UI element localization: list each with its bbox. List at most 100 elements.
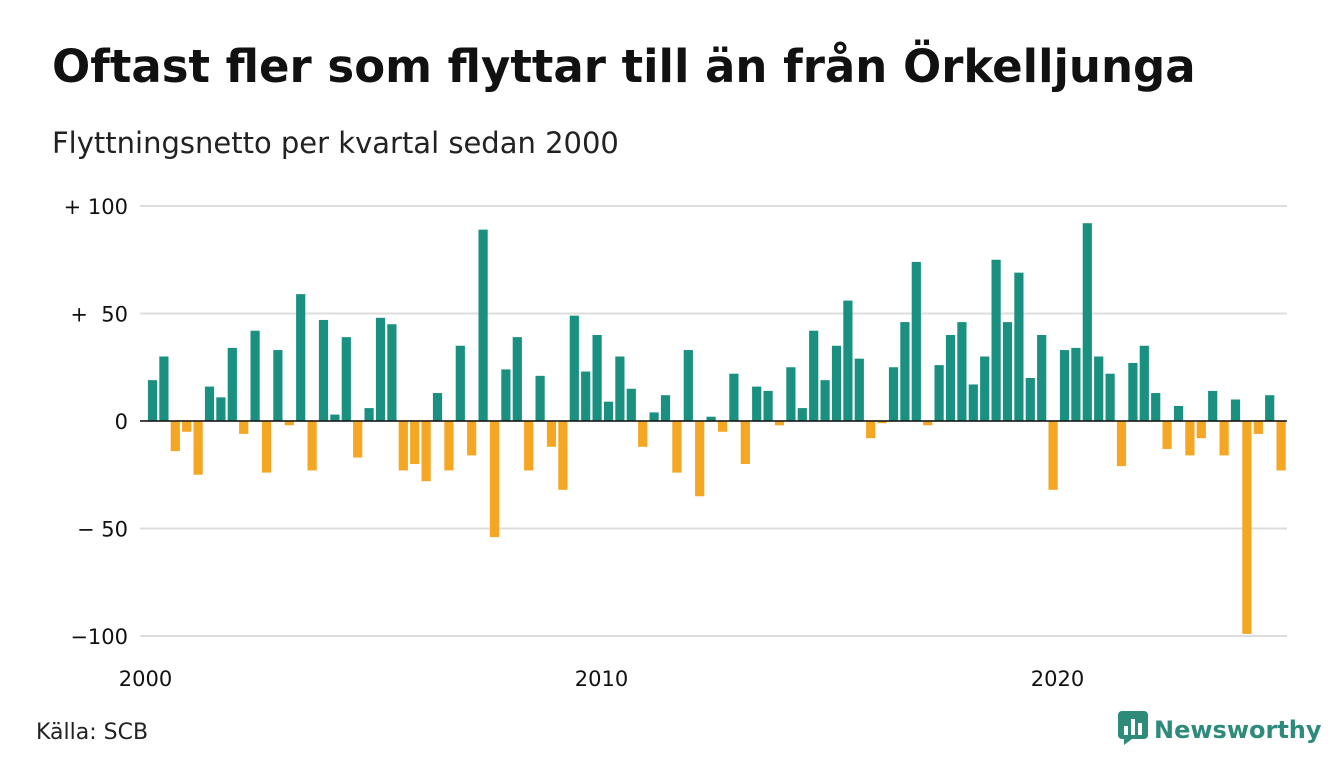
bar-2004-k3 [353,421,363,458]
bar-2024-k3 [1265,395,1275,421]
bar-2005-k4 [410,421,420,464]
bar-2016-k3 [900,322,910,421]
bar-2011-k1 [649,412,659,421]
bar-2021-k4 [1139,345,1149,421]
bar-2023-k1 [1196,421,1206,439]
bar-2000-k2 [159,356,169,421]
bar-2015-k3 [854,358,864,421]
bar-2001-k2 [204,386,215,421]
bar-2008-k3 [535,375,545,421]
y-tick-label: 0 [115,410,128,434]
bar-2004-k4 [364,408,374,421]
bar-2004-k2 [341,337,351,421]
bar-2005-k1 [375,317,386,421]
source-note: Källa: SCB [36,720,149,745]
bar-2007-k4 [501,369,511,421]
y-tick-label: + 50 [70,303,128,327]
bar-2000-k3 [170,421,180,452]
bar-2018-k2 [980,356,990,421]
bar-2007-k2 [478,229,488,421]
bar-2008-k1 [512,337,522,421]
bar-2018-k4 [1002,322,1013,421]
bar-2009-k4 [592,335,602,421]
bar-2014-k4 [820,380,830,421]
bar-2001-k4 [227,347,237,421]
bar-2016-k4 [911,261,921,421]
bar-2013-k4 [774,421,785,426]
bar-2007-k1 [467,421,477,456]
bar-2014-k2 [797,408,807,421]
y-tick-label: + 100 [64,195,128,219]
bar-2022-k2 [1162,421,1172,449]
bar-2017-k3 [945,335,956,421]
bar-2020-k1 [1059,350,1070,421]
bar-2002-k1 [239,421,249,434]
y-axis-tick-labels: + 100 + 50 0 − 50 −100 [64,195,128,649]
bar-2010-k3 [626,388,636,421]
bar-2013-k3 [763,390,773,421]
bar-2000-k1 [147,380,158,421]
bar-2010-k4 [638,421,648,447]
bar-2012-k2 [706,416,716,421]
chart-subtitle: Flyttningsnetto per kvartal sedan 2000 [52,126,619,160]
bar-2005-k2 [387,324,397,421]
y-tick-label: − 50 [77,518,128,542]
chart-title: Oftast fler som flyttar till än från Örk… [52,40,1196,93]
bar-2008-k4 [546,421,557,447]
bar-2018-k1 [968,384,978,421]
bar-2011-k3 [672,421,682,473]
bars [140,223,1287,634]
brand-logo[interactable]: Newsworthy [1118,711,1322,749]
bar-2010-k2 [615,356,625,421]
bar-2003-k2 [296,294,306,421]
bar-2010-k1 [603,401,614,421]
bar-2002-k3 [261,421,272,473]
bar-2001-k1 [193,421,203,475]
bar-2022-k1 [1151,393,1161,421]
bar-2022-k4 [1185,421,1195,456]
bar-2017-k1 [923,421,933,426]
bar-2006-k1 [421,421,431,482]
bar-2021-k2 [1116,421,1127,467]
bar-2006-k3 [444,421,454,471]
bar-2003-k3 [307,421,317,471]
bar-2020-k2 [1071,347,1081,421]
bar-2017-k2 [934,365,944,421]
bar-chart: + 100 + 50 0 − 50 −100 2000 2010 2020 [64,195,1287,691]
bar-2016-k1 [877,421,887,424]
bar-2020-k4 [1094,356,1104,421]
bar-2013-k2 [752,386,762,421]
bar-2012-k3 [717,421,728,432]
bar-2011-k2 [660,395,671,421]
x-tick-label: 2010 [575,667,628,691]
bar-2011-k4 [683,350,693,421]
bar-2014-k1 [786,367,796,421]
bar-2021-k3 [1128,362,1138,421]
bar-2012-k4 [729,373,739,421]
bar-2019-k3 [1037,335,1047,421]
bar-2023-k2 [1208,390,1218,421]
x-tick-label: 2020 [1031,667,1084,691]
bar-chart-bubble-icon [1118,711,1148,749]
bar-2001-k3 [216,397,226,421]
bar-2002-k2 [250,330,260,421]
bar-2013-k1 [740,421,750,464]
bar-2006-k4 [455,345,465,421]
bar-2019-k4 [1048,421,1058,490]
bar-2003-k1 [284,421,294,426]
bar-2012-k1 [695,421,705,497]
bar-2008-k2 [524,421,534,471]
bar-2003-k4 [318,319,329,421]
bar-2023-k4 [1230,399,1241,421]
bar-2015-k4 [866,421,876,439]
y-tick-label: −100 [70,625,128,649]
bar-2004-k1 [330,414,340,421]
bar-2018-k3 [991,259,1001,421]
bar-2015-k1 [831,345,842,421]
bar-2021-k1 [1105,373,1115,421]
bar-2014-k3 [809,330,819,421]
bar-2019-k1 [1014,272,1024,421]
bar-2009-k2 [569,315,579,421]
bar-2023-k3 [1219,421,1229,456]
bar-2009-k3 [581,371,591,421]
